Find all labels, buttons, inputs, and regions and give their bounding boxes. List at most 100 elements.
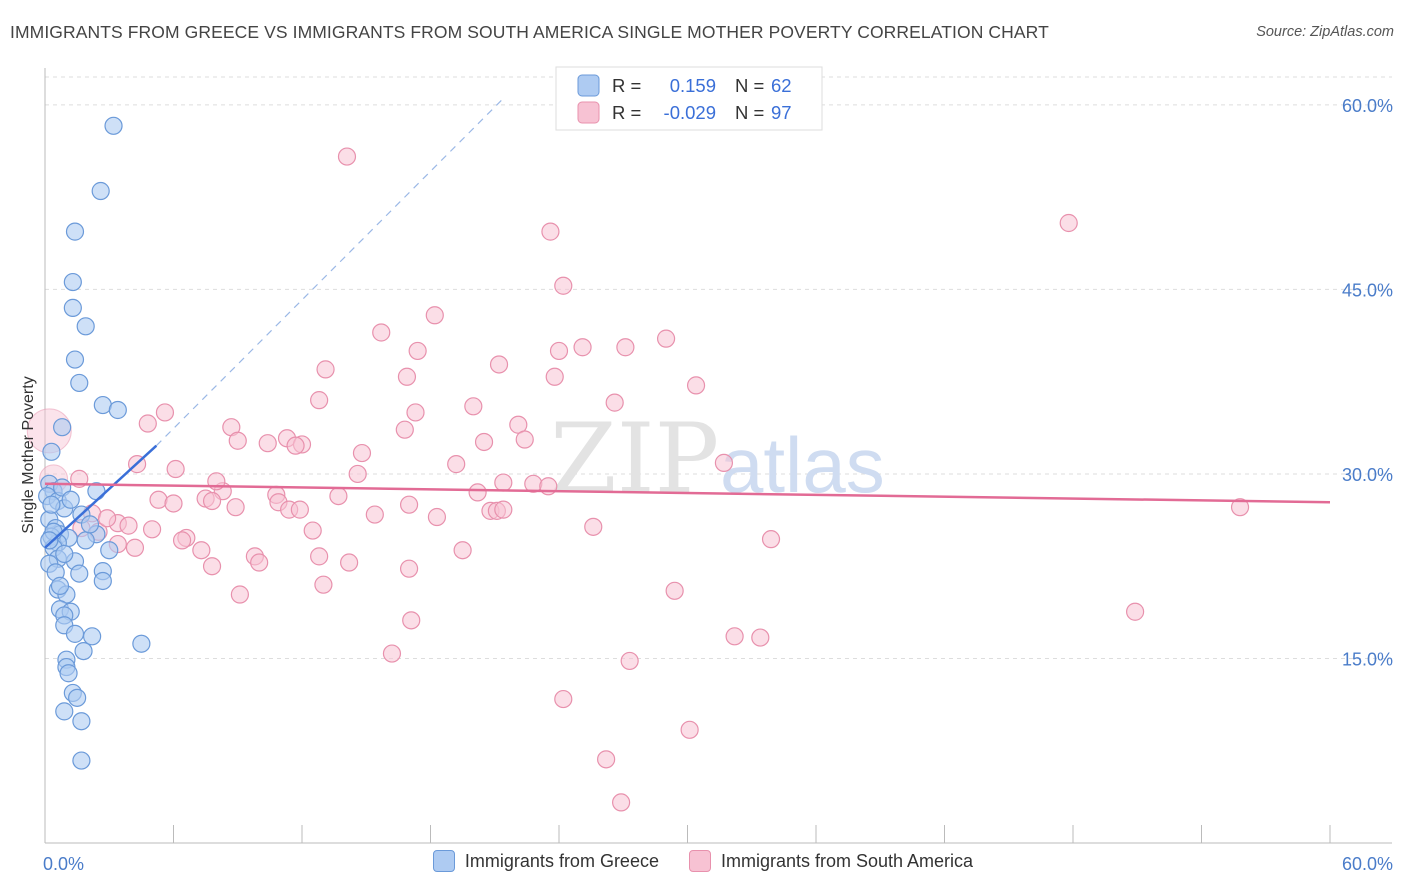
chart-title: IMMIGRANTS FROM GREECE VS IMMIGRANTS FRO… [10, 22, 1049, 42]
sa-point [714, 453, 734, 472]
y-axis-label: Single Mother Poverty [20, 376, 37, 533]
sa-point [545, 367, 564, 386]
sa-point [427, 507, 447, 527]
greece-point [72, 712, 91, 731]
greece-point [93, 395, 112, 415]
sa-point [515, 430, 534, 449]
legend-n-label-greece: N = [735, 75, 764, 96]
sa-point [399, 495, 419, 514]
greece-point [68, 688, 87, 707]
sa-point [725, 627, 744, 646]
legend-r-label-greece: R = [612, 75, 641, 96]
greece-point [65, 222, 85, 241]
sa-point [226, 498, 245, 517]
greece-point [108, 400, 127, 420]
sa-point [751, 628, 770, 647]
greece-point [93, 571, 112, 591]
legend-r-value-greece: 0.159 [670, 75, 716, 96]
sa-point [1126, 602, 1145, 621]
greece-point [65, 624, 85, 643]
greece-point [76, 531, 95, 550]
legend-item-sa[interactable]: Immigrants from South America [688, 850, 974, 872]
sa-point [680, 720, 699, 739]
sa-point [554, 276, 573, 295]
greece-point [83, 627, 102, 646]
legend-label-sa: Immigrants from South America [720, 850, 974, 871]
sa-point [399, 559, 419, 578]
greece-point [65, 350, 85, 369]
sa-point [250, 553, 269, 572]
sa-point [372, 323, 391, 342]
sa-point [1059, 213, 1078, 233]
sa-point [138, 414, 157, 433]
greece-point [104, 116, 123, 135]
sa-point [425, 306, 444, 325]
sa-point [612, 793, 631, 812]
legend-r-value-sa: -0.029 [664, 102, 716, 123]
legend-swatch-sa-bottom [688, 850, 711, 872]
sa-point [397, 367, 417, 386]
greece-point [50, 576, 70, 595]
legend-box [555, 66, 823, 131]
sa-point [605, 393, 624, 412]
sa-point [172, 531, 192, 550]
sa-point [464, 397, 483, 416]
sa-point [310, 547, 329, 566]
greece-point [55, 702, 74, 721]
greece-point [91, 181, 110, 201]
greece-point [100, 541, 119, 560]
greece-point [40, 531, 59, 550]
sa-point [620, 651, 639, 671]
sa-point [340, 553, 359, 572]
sa-point [316, 360, 335, 379]
sa-point [228, 431, 247, 450]
sa-point [402, 611, 421, 630]
sa-point [1230, 498, 1250, 517]
greece-point [80, 515, 100, 534]
legend-r-label-sa: R = [612, 102, 641, 123]
sa-point [310, 391, 329, 410]
sa-point [352, 443, 372, 463]
greece-point [63, 272, 82, 292]
greece-point [55, 544, 74, 564]
sa-point [554, 689, 573, 709]
greece-point [63, 298, 82, 317]
greece-trend-extension [155, 95, 506, 447]
legend-n-value-greece: 62 [771, 75, 792, 96]
bottom-legend: Immigrants from Greece Immigrants from S… [0, 850, 1406, 872]
sa-point [395, 420, 414, 439]
sa-point [329, 486, 348, 506]
sa-point [447, 455, 466, 474]
y-tick-label: 15.0% [1342, 649, 1393, 669]
sa-point [494, 473, 513, 492]
sa-point [98, 509, 117, 528]
greece-point [42, 495, 61, 514]
sa-point [453, 541, 472, 560]
sa-point [573, 338, 592, 357]
greece-point [53, 418, 72, 437]
greece-point [42, 442, 61, 461]
sa-point [192, 541, 211, 560]
sa-point [489, 355, 509, 374]
sa-point [142, 520, 162, 539]
greece-point [76, 317, 95, 336]
sa-point [337, 147, 357, 166]
sa-point [348, 464, 367, 484]
greece-point [132, 634, 151, 653]
legend-item-greece[interactable]: Immigrants from Greece [432, 850, 659, 872]
sa-trend-line [44, 482, 1331, 504]
sa-point [314, 575, 333, 594]
greece-point [74, 641, 93, 661]
sa-point [541, 222, 560, 241]
sa-point [149, 490, 168, 509]
x-tick-label-max: 60.0% [1342, 854, 1393, 874]
legend-swatch-greece-bottom [432, 850, 455, 872]
legend-swatch-sa [577, 101, 600, 124]
greece-point [72, 751, 91, 770]
sa-point [164, 494, 183, 513]
sa-point [494, 500, 513, 519]
sa-point [616, 338, 635, 357]
greece-point [70, 564, 89, 583]
legend-n-value-sa: 97 [771, 102, 792, 123]
greece-point [61, 490, 80, 509]
